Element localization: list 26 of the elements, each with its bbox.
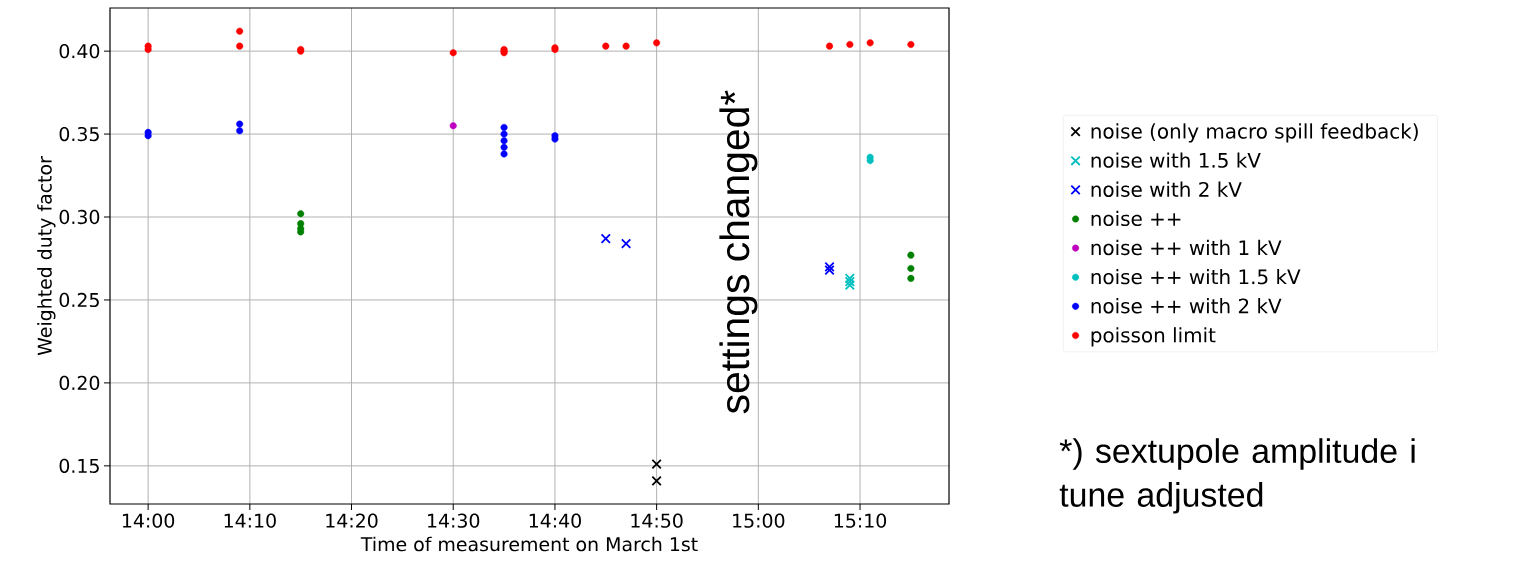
x-tick-label: 14:50 [631,513,683,528]
annotation: settings changed* [719,90,758,414]
legend-label: poisson limit [1091,327,1216,347]
y-tick-label: 0.20 [59,375,100,391]
x-tick-label: 15:10 [834,513,887,528]
x-tick-label: 14:20 [326,513,378,528]
text: *) sextupole amplitude i tune adjusted [1059,438,1415,514]
y-tick-label: 0.40 [59,43,100,59]
y-axis-title: Weighted duty factor [37,156,56,356]
legend-label: noise ++ with 1 kV [1091,239,1282,256]
legend-label: noise ++ with 1.5 kV [1091,268,1301,285]
x-tick-label: 14:40 [529,513,581,528]
x-tick-label: 14:00 [122,513,175,528]
y-tick-label: 0.15 [59,458,99,473]
x-axis-title: Time of measurement on March 1st [360,536,698,552]
legend-label: noise with 2 kV [1091,181,1242,197]
y-tick-label: 0.30 [59,209,100,225]
legend-label: noise (only macro spill feedback) [1091,123,1418,143]
x-tick-label: 15:00 [733,513,785,528]
x-tick-label: 14:10 [224,513,276,528]
legend-label: noise ++ with 2 kV [1091,298,1282,314]
y-tick-label: 0.25 [59,292,99,308]
legend-label: noise ++ [1091,210,1181,227]
y-tick-label: 0.35 [59,126,99,142]
legend-label: noise with 1.5 kV [1091,152,1261,168]
x-tick-label: 14:30 [428,513,480,528]
